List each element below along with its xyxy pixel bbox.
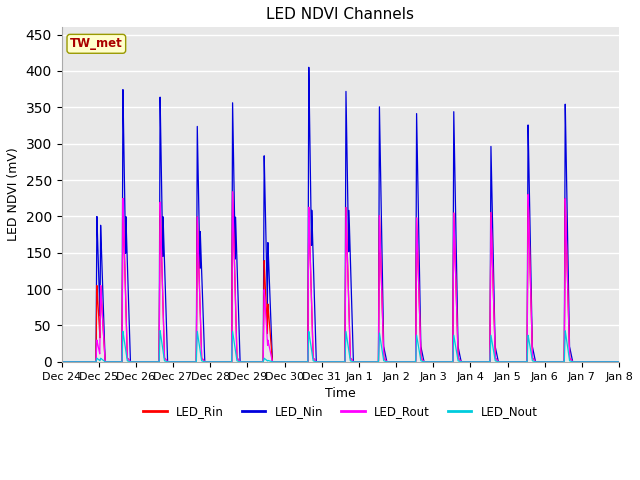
LED_Nin [171,359,179,365]
LED_Nin [615,359,623,365]
LED_Rin [228,189,236,195]
Line: LED_Nin: LED_Nin [61,67,619,362]
LED_Rout [266,349,274,355]
LED_Rout [58,359,65,365]
LED_Rin [266,333,274,339]
LED_Rout [228,189,236,195]
LED_Rout [615,359,623,365]
LED_Nout [613,359,621,365]
LED_Nin [266,304,274,310]
LED_Rin [497,359,504,365]
LED_Nout [58,359,65,365]
LED_Nout [497,359,504,365]
Line: LED_Nout: LED_Nout [61,331,619,362]
Line: LED_Rin: LED_Rin [61,192,619,362]
LED_Nout [615,359,623,365]
LED_Rin [171,359,179,365]
LED_Nout [172,359,179,365]
Text: TW_met: TW_met [70,37,123,50]
LED_Nin [497,359,504,365]
LED_Nin [305,64,312,70]
LED_Nout [266,358,274,364]
LED_Rout [613,359,621,365]
X-axis label: Time: Time [325,387,356,400]
LED_Rout [171,359,179,365]
Title: LED NDVI Channels: LED NDVI Channels [266,7,414,22]
LED_Rout [417,356,425,361]
LED_Nout [177,359,185,365]
LED_Nout [417,358,425,364]
Line: LED_Rout: LED_Rout [61,192,619,362]
LED_Rin [613,359,621,365]
LED_Rin [615,359,623,365]
LED_Rin [417,356,425,361]
LED_Nin [417,346,425,352]
LED_Rout [497,359,504,365]
LED_Rin [177,359,185,365]
Y-axis label: LED NDVI (mV): LED NDVI (mV) [7,148,20,241]
LED_Nin [613,359,621,365]
LED_Rout [177,359,185,365]
LED_Nin [58,359,65,365]
LED_Rin [58,359,65,365]
Legend: LED_Rin, LED_Nin, LED_Rout, LED_Nout: LED_Rin, LED_Nin, LED_Rout, LED_Nout [138,400,542,423]
LED_Nin [177,359,185,365]
LED_Nout [156,328,164,334]
